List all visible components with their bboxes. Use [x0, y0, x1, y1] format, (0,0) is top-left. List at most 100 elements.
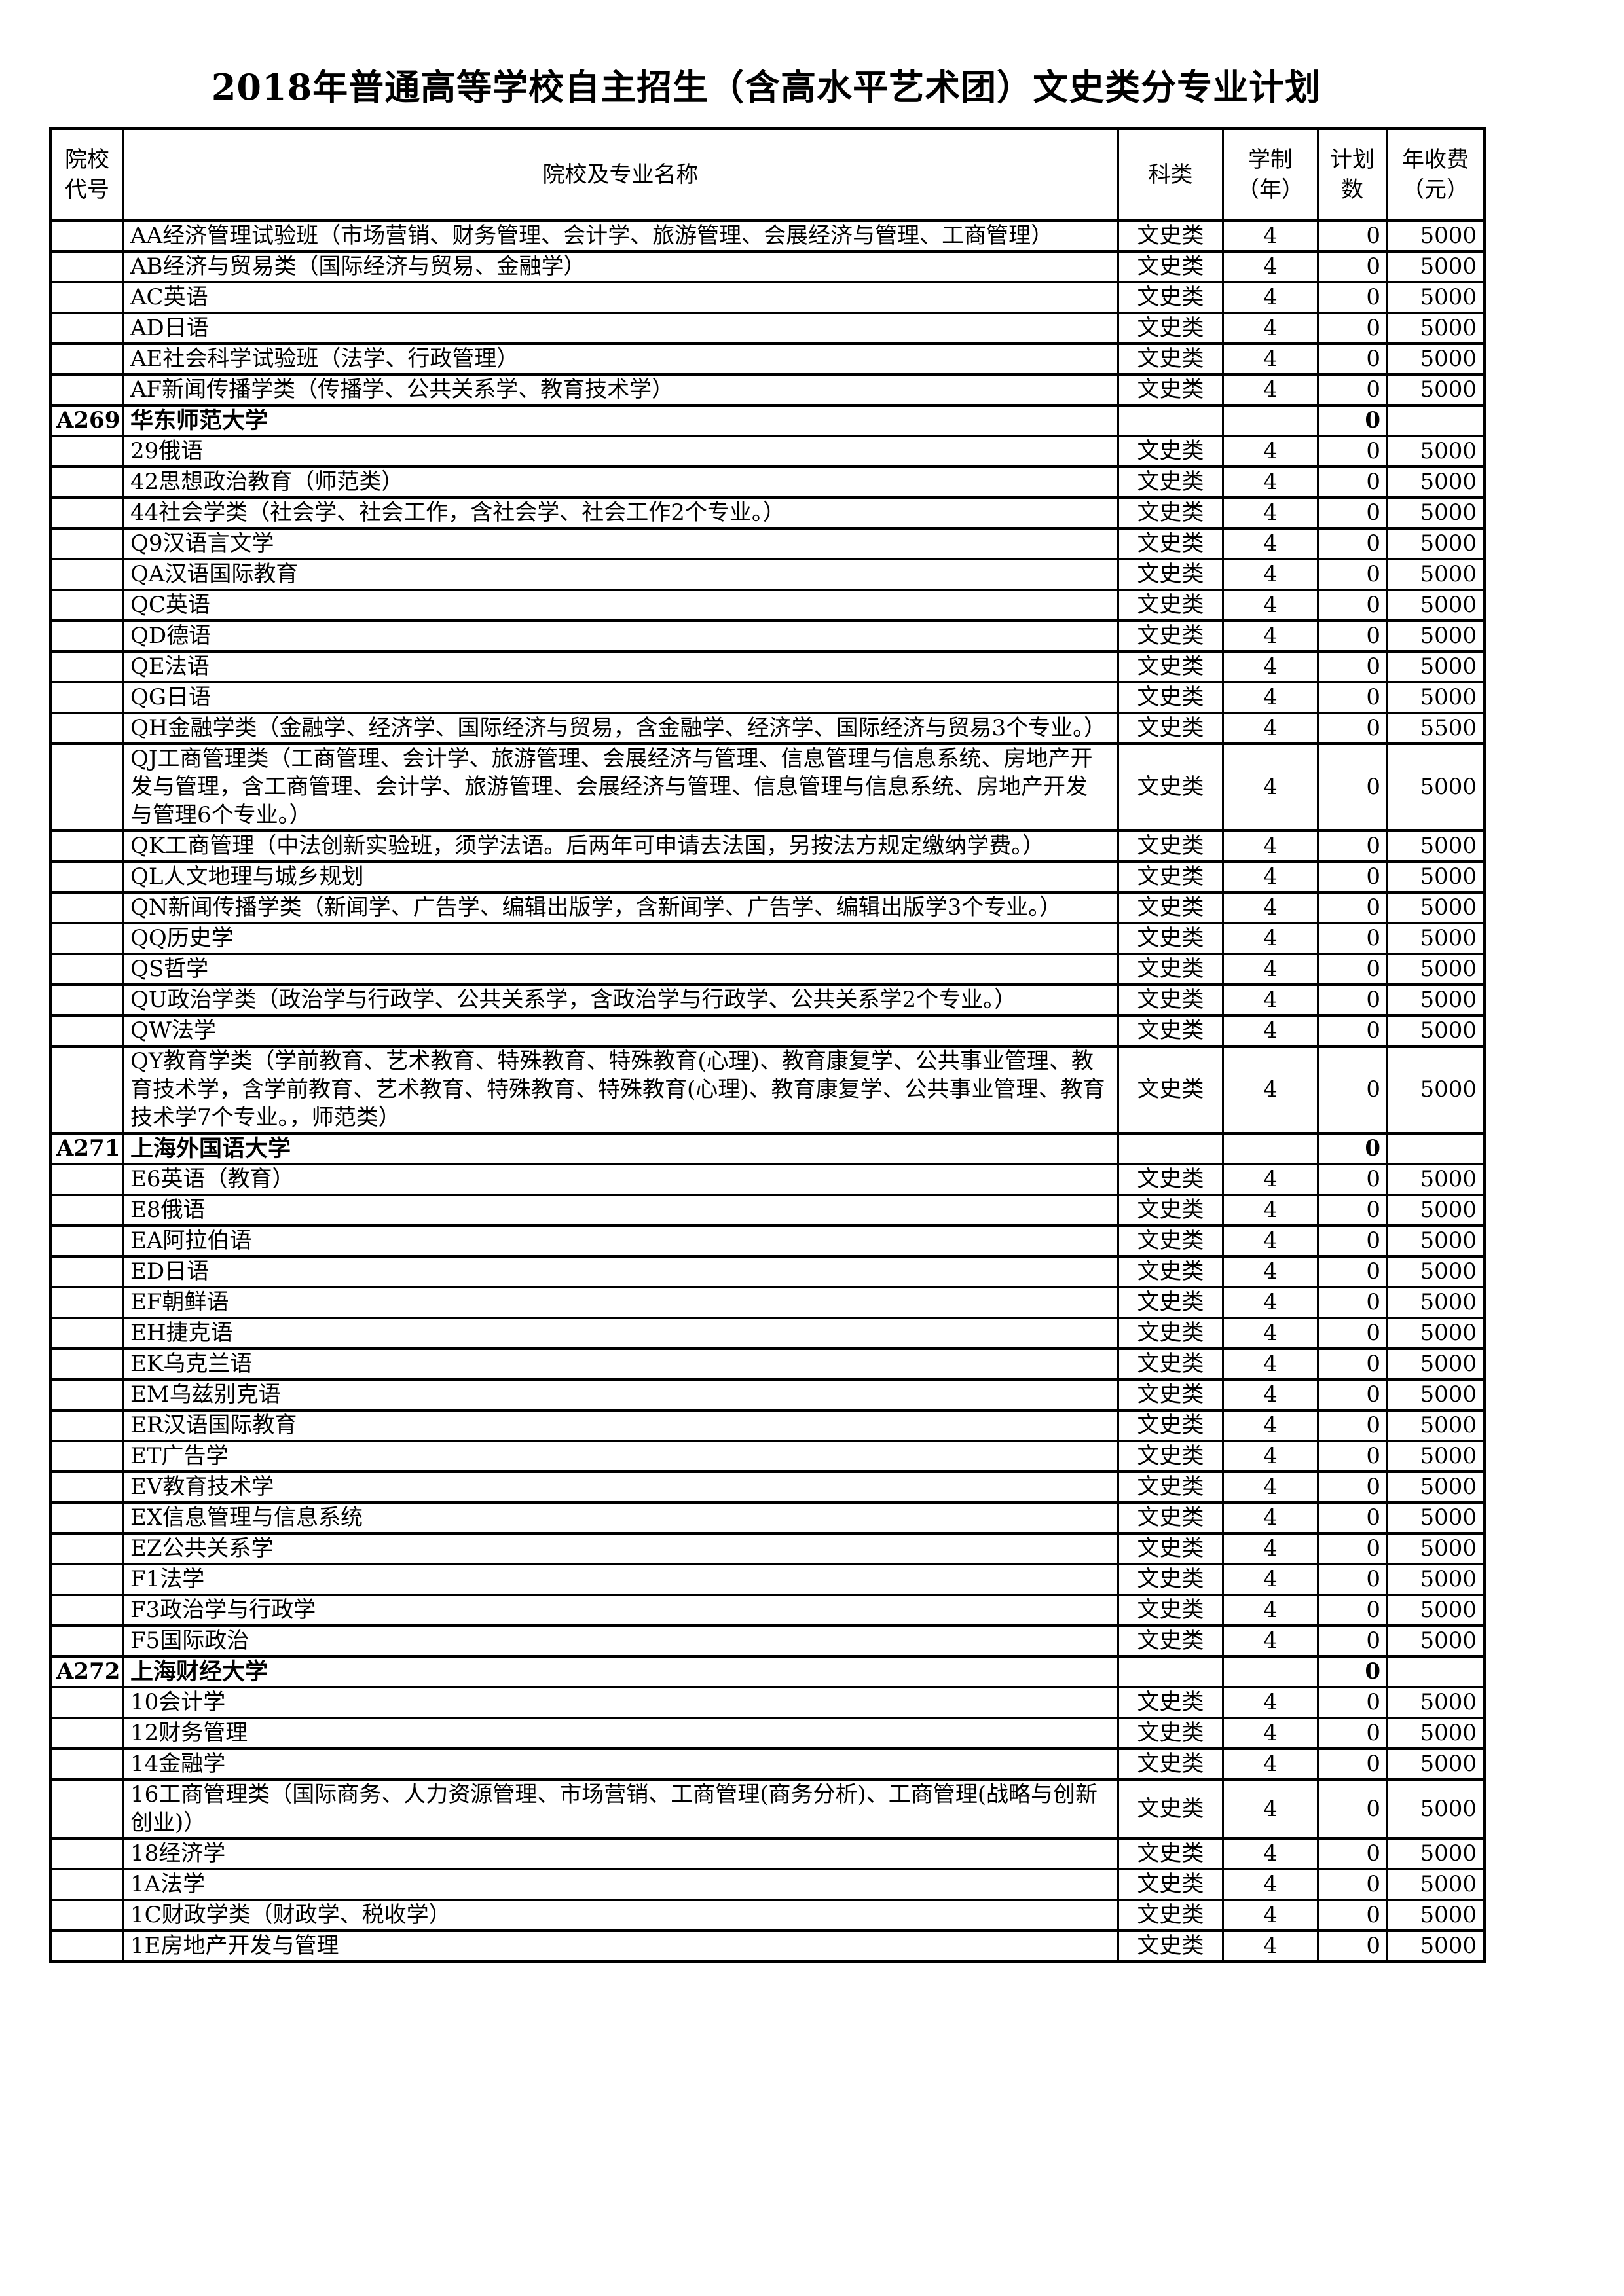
cell-name: ER汉语国际教育: [122, 1410, 1119, 1442]
cell-code: [50, 220, 124, 253]
cell-years: 4: [1222, 220, 1319, 253]
cell-plan: 0: [1317, 220, 1388, 253]
cell-name: 10会计学: [122, 1687, 1119, 1719]
cell-years: 4: [1222, 344, 1319, 376]
cell-years: 4: [1222, 892, 1319, 924]
cell-category: 文史类: [1117, 1718, 1224, 1750]
major-row: QS哲学 文史类 4 0 5000: [50, 954, 1486, 986]
header-college-code: 院校 代号: [50, 128, 124, 222]
cell-plan: 0: [1317, 374, 1388, 407]
cell-category: 文史类: [1117, 985, 1224, 1017]
header-college-major-name: 院校及专业名称: [122, 128, 1119, 222]
cell-years: 4: [1222, 1195, 1319, 1227]
cell-fee: 5000: [1386, 1869, 1486, 1901]
cell-years: 4: [1222, 498, 1319, 530]
cell-fee: 5000: [1386, 467, 1486, 499]
cell-code: [50, 985, 124, 1017]
major-row: QY教育学类（学前教育、艺术教育、特殊教育、特殊教育(心理)、教育康复学、公共事…: [50, 1046, 1486, 1135]
cell-plan: 0: [1317, 1379, 1388, 1412]
cell-plan: 0: [1317, 1318, 1388, 1350]
cell-name: 29俄语: [122, 436, 1119, 468]
cell-name: EK乌克兰语: [122, 1349, 1119, 1381]
cell-category: 文史类: [1117, 1256, 1224, 1288]
cell-category: 文史类: [1117, 1046, 1224, 1135]
cell-plan: 0: [1317, 559, 1388, 591]
cell-name: QC英语: [122, 590, 1119, 622]
cell-name: 16工商管理类（国际商务、人力资源管理、市场营销、工商管理(商务分析)、工商管理…: [122, 1779, 1119, 1840]
cell-category: 文史类: [1117, 1869, 1224, 1901]
cell-code: [50, 313, 124, 345]
cell-category: 文史类: [1117, 682, 1224, 714]
cell-fee: 5000: [1386, 1503, 1486, 1535]
cell-category: 文史类: [1117, 1931, 1224, 1963]
cell-plan: 0: [1317, 1349, 1388, 1381]
major-row: ED日语 文史类 4 0 5000: [50, 1256, 1486, 1288]
cell-fee: 5000: [1386, 1779, 1486, 1840]
cell-plan: 0: [1317, 467, 1388, 499]
university-row: A271 上海外国语大学 0: [50, 1133, 1486, 1165]
cell-fee: 5000: [1386, 1379, 1486, 1412]
cell-fee: 5000: [1386, 1441, 1486, 1473]
cell-plan: 0: [1317, 954, 1388, 986]
major-row: EX信息管理与信息系统 文史类 4 0 5000: [50, 1503, 1486, 1535]
cell-years: 4: [1222, 1256, 1319, 1288]
cell-fee: 5000: [1386, 313, 1486, 345]
cell-fee: 5000: [1386, 1015, 1486, 1048]
cell-plan: 0: [1317, 682, 1388, 714]
cell-category: 文史类: [1117, 436, 1224, 468]
cell-name: 上海财经大学: [122, 1656, 1119, 1688]
cell-plan: 0: [1317, 1718, 1388, 1750]
cell-category: 文史类: [1117, 559, 1224, 591]
cell-name: QL人文地理与城乡规划: [122, 862, 1119, 894]
cell-years: 4: [1222, 313, 1319, 345]
cell-plan: 0: [1317, 1164, 1388, 1196]
cell-plan: 0: [1317, 1410, 1388, 1442]
cell-years: 4: [1222, 744, 1319, 832]
cell-years: 4: [1222, 682, 1319, 714]
cell-plan: 0: [1317, 985, 1388, 1017]
cell-name: QK工商管理（中法创新实验班，须学法语。后两年可申请去法国，另按法方规定缴纳学费…: [122, 831, 1119, 863]
cell-category: 文史类: [1117, 862, 1224, 894]
cell-code: [50, 1533, 124, 1565]
cell-name: QY教育学类（学前教育、艺术教育、特殊教育、特殊教育(心理)、教育康复学、公共事…: [122, 1046, 1119, 1135]
cell-code: [50, 467, 124, 499]
cell-years: [1222, 1656, 1319, 1688]
cell-name: Q9汉语言文学: [122, 528, 1119, 560]
cell-years: 4: [1222, 1533, 1319, 1565]
major-row: 14金融学 文史类 4 0 5000: [50, 1749, 1486, 1781]
cell-fee: 5000: [1386, 1749, 1486, 1781]
cell-years: 4: [1222, 713, 1319, 745]
cell-fee: 5000: [1386, 1195, 1486, 1227]
cell-name: EZ公共关系学: [122, 1533, 1119, 1565]
cell-code: [50, 1626, 124, 1658]
major-row: F3政治学与行政学 文史类 4 0 5000: [50, 1595, 1486, 1627]
major-row: QE法语 文史类 4 0 5000: [50, 651, 1486, 683]
cell-category: 文史类: [1117, 1503, 1224, 1535]
cell-plan: 0: [1317, 1595, 1388, 1627]
cell-years: 4: [1222, 985, 1319, 1017]
major-row: 1C财政学类（财政学、税收学） 文史类 4 0 5000: [50, 1900, 1486, 1932]
cell-fee: 5500: [1386, 713, 1486, 745]
cell-code: [50, 1900, 124, 1932]
cell-plan: 0: [1317, 1626, 1388, 1658]
cell-category: 文史类: [1117, 713, 1224, 745]
cell-years: 4: [1222, 954, 1319, 986]
cell-name: F3政治学与行政学: [122, 1595, 1119, 1627]
cell-category: 文史类: [1117, 344, 1224, 376]
cell-years: 4: [1222, 651, 1319, 683]
cell-years: 4: [1222, 1441, 1319, 1473]
cell-category: 文史类: [1117, 1749, 1224, 1781]
header-annual-fee: 年收费 （元）: [1386, 128, 1486, 222]
cell-code: [50, 1749, 124, 1781]
cell-years: 4: [1222, 251, 1319, 283]
cell-name: 18经济学: [122, 1838, 1119, 1870]
cell-code: [50, 1779, 124, 1840]
cell-name: 上海外国语大学: [122, 1133, 1119, 1165]
cell-category: [1117, 1656, 1224, 1688]
cell-category: 文史类: [1117, 1287, 1224, 1319]
cell-fee: 5000: [1386, 559, 1486, 591]
header-row: 院校 代号 院校及专业名称 科类 学制 （年） 计划 数 年收费 （元）: [50, 128, 1486, 222]
cell-code: [50, 713, 124, 745]
cell-category: 文史类: [1117, 590, 1224, 622]
cell-plan: 0: [1317, 1195, 1388, 1227]
